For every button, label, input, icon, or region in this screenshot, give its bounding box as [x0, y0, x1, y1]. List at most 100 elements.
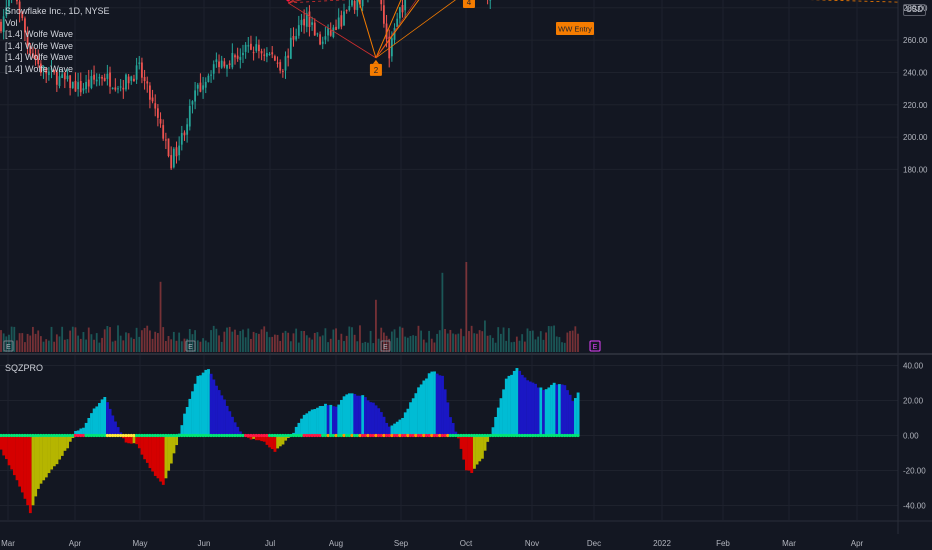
volume-bar — [404, 336, 407, 352]
squeeze-dot — [294, 433, 298, 438]
momentum-bar — [430, 371, 434, 436]
squeeze-dot — [467, 433, 471, 438]
legend-indicator[interactable]: [1.4] Wolfe Wave — [5, 52, 74, 62]
candle-body — [202, 85, 204, 90]
squeeze-dot — [501, 433, 506, 438]
momentum-bar — [183, 413, 186, 436]
volume-bar — [69, 330, 72, 352]
currency-button[interactable]: USD — [903, 4, 926, 16]
squeeze-dot — [31, 433, 35, 438]
candle-body — [390, 38, 393, 57]
volume-bar — [481, 331, 484, 352]
volume-bar — [98, 342, 101, 352]
candle-body — [242, 52, 244, 56]
wave-point-markers: 12345WW Entry — [285, 0, 594, 76]
legend-indicator[interactable]: [1.4] Wolfe Wave — [5, 63, 74, 74]
legend-symbol[interactable]: Snowflake Inc., 1D, NYSE — [5, 6, 110, 16]
oscillator-label[interactable]: SQZPRO — [5, 363, 44, 373]
momentum-bar — [108, 408, 112, 436]
volume-bar — [375, 299, 377, 352]
momentum-bar — [337, 404, 341, 436]
event-marker: E — [380, 340, 391, 352]
volume-bar — [50, 326, 53, 352]
squeeze-dot — [233, 433, 237, 438]
volume-bar — [0, 330, 2, 352]
volume-bar — [393, 329, 396, 352]
volume-bar — [369, 330, 372, 352]
momentum-bar — [39, 435, 43, 484]
squeeze-dot — [257, 433, 261, 438]
squeeze-dot — [496, 433, 500, 438]
momentum-bar — [494, 416, 498, 436]
squeeze-dot — [509, 433, 514, 438]
squeeze-dot — [166, 433, 171, 438]
volume-bar — [531, 330, 534, 352]
volume-bar — [196, 340, 199, 352]
squeeze-dot — [55, 433, 59, 438]
momentum-bar — [156, 435, 160, 479]
volume-bar — [311, 339, 314, 352]
volume-bar — [85, 339, 87, 352]
candle-body — [32, 53, 34, 57]
squeeze-dot — [220, 433, 224, 438]
momentum-bar — [528, 381, 532, 436]
squeeze-dot — [392, 433, 397, 438]
volume-bar — [183, 338, 186, 352]
volume-bar — [470, 325, 473, 352]
volume-bar — [425, 342, 428, 352]
volume-bar — [545, 332, 547, 352]
squeeze-dot — [390, 433, 394, 438]
momentum-bar — [550, 384, 553, 436]
momentum-bar — [385, 422, 389, 436]
squeeze-dot — [36, 433, 40, 438]
momentum-bar — [140, 435, 144, 455]
momentum-bar — [398, 419, 402, 436]
momentum-bar — [491, 427, 495, 436]
candle-body — [183, 132, 186, 136]
candle-body — [343, 11, 345, 26]
legend-volume[interactable]: Vol — [5, 17, 18, 28]
legend-indicator[interactable]: [1.4] Wolfe Wave — [5, 40, 74, 51]
legend-indicator[interactable]: [1.4] Wolfe Wave — [5, 29, 74, 39]
volume-bar — [122, 340, 125, 352]
candle-body — [263, 54, 266, 56]
candle-body — [385, 23, 388, 40]
squeeze-dot — [302, 433, 306, 438]
volume-bar — [343, 341, 345, 352]
momentum-bar — [353, 394, 357, 436]
volume-bar — [58, 336, 61, 352]
squeeze-dot — [387, 433, 391, 438]
momentum-bar — [209, 373, 213, 436]
momentum-bar — [502, 389, 506, 436]
volume-bar — [156, 333, 159, 352]
volume-bar — [199, 341, 202, 352]
volume-bar — [523, 341, 526, 352]
squeeze-dot — [517, 433, 522, 438]
candle-body — [130, 76, 133, 81]
candle-body — [143, 77, 146, 82]
volume-bar — [345, 335, 348, 352]
squeeze-dot — [270, 433, 274, 438]
volume-bar — [215, 328, 218, 352]
squeeze-dot — [39, 433, 43, 438]
volume-bar — [125, 332, 127, 352]
squeeze-dot — [334, 433, 338, 438]
momentum-bar — [143, 435, 147, 460]
time-tick-label: Oct — [460, 539, 473, 548]
squeeze-dot — [275, 433, 280, 438]
squeeze-dot — [241, 433, 245, 438]
volume-bar — [13, 326, 16, 352]
squeeze-dot — [525, 433, 530, 438]
squeeze-dot — [4, 433, 8, 438]
red-inner-line — [375, 0, 417, 59]
candle-body — [396, 18, 399, 27]
momentum-bar — [568, 394, 572, 436]
volume-bar — [409, 336, 412, 352]
candle-body — [393, 27, 396, 40]
momentum-bar — [31, 435, 35, 506]
momentum-bar — [433, 371, 436, 436]
candle-body — [319, 34, 321, 45]
squeeze-dot — [337, 433, 341, 438]
squeeze-dot — [493, 433, 498, 438]
volume-bar — [438, 330, 441, 352]
